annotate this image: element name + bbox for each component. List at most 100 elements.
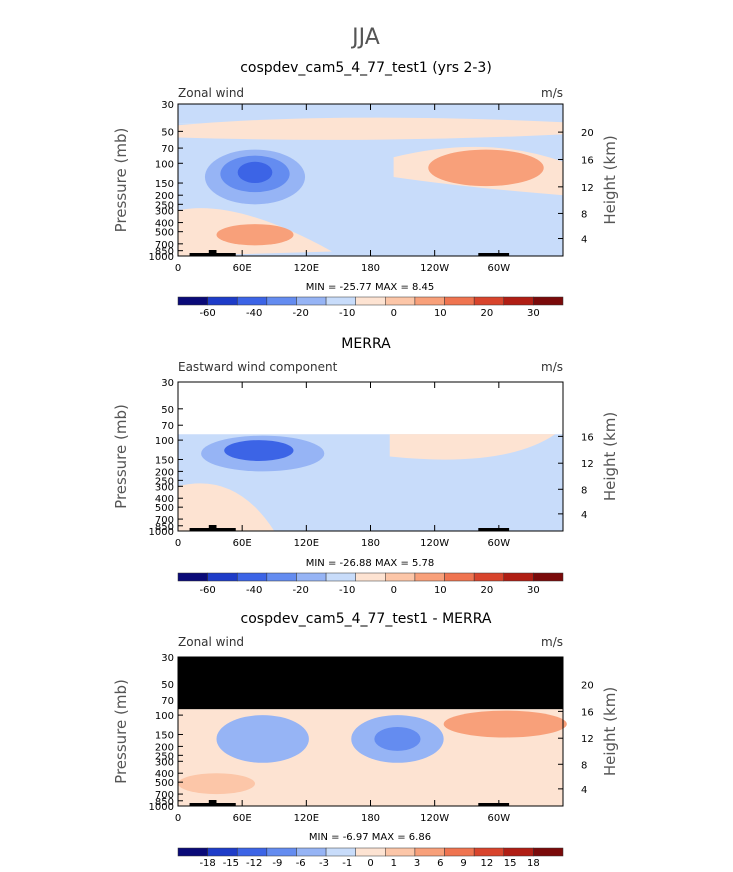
colorbar-cell — [296, 296, 327, 306]
pressure-tick-label: 100 — [155, 159, 174, 170]
min-max-stats: MIN = -25.77 MAX = 8.45 — [306, 282, 435, 293]
pressure-tick-label: 250 — [155, 200, 174, 211]
pressure-tick-label: 300 — [155, 757, 174, 768]
colorbar-label: 20 — [480, 585, 493, 596]
colorbar-cell — [296, 572, 327, 582]
contour-positive — [178, 117, 563, 140]
y2-axis-title: Height (km) — [601, 412, 619, 501]
colorbar-label: -12 — [246, 858, 262, 869]
panel-title: cospdev_cam5_4_77_test1 - MERRA — [241, 611, 492, 627]
colorbar-cell — [355, 572, 386, 582]
min-max-stats: MIN = -6.97 MAX = 6.86 — [309, 832, 431, 843]
colorbar-cell — [414, 572, 445, 582]
colorbar-cell — [207, 296, 238, 306]
pressure-tick-label: 300 — [155, 206, 174, 217]
pressure-tick-label: 30 — [161, 378, 174, 389]
colorbar-cell — [236, 296, 268, 306]
colorbar-cell — [355, 847, 386, 857]
pressure-tick-label: 400 — [155, 494, 174, 505]
colorbar-label: 10 — [434, 308, 447, 319]
colorbar-label: 0 — [391, 308, 397, 319]
topography — [478, 528, 510, 531]
height-tick-label: 12 — [581, 734, 594, 745]
pressure-tick-label: 500 — [155, 228, 174, 239]
pressure-tick-label: 150 — [155, 179, 174, 190]
pressure-tick-label: 30 — [161, 100, 174, 111]
topography — [208, 800, 217, 806]
colorbar-cell — [414, 296, 445, 306]
colorbar-label: -10 — [339, 308, 355, 319]
height-tick-label: 20 — [581, 128, 594, 139]
colorbar-label: 6 — [437, 858, 443, 869]
colorbar-label: -40 — [246, 585, 262, 596]
panel-1 — [177, 103, 564, 306]
y-axis-title: Pressure (mb) — [112, 128, 130, 233]
colorbar-cell — [325, 847, 356, 857]
height-tick-label: 8 — [581, 760, 587, 771]
pressure-tick-label: 100 — [155, 711, 174, 722]
colorbar-label: -40 — [246, 308, 262, 319]
x-tick-label: 120W — [420, 538, 449, 549]
colorbar-label: 18 — [527, 858, 540, 869]
topography — [478, 253, 510, 256]
panel-2 — [177, 381, 564, 582]
colorbar-label: -60 — [199, 308, 215, 319]
x-tick-label: 180 — [361, 538, 380, 549]
height-tick-label: 12 — [581, 459, 594, 470]
height-tick-label: 4 — [581, 510, 587, 521]
panel-title: MERRA — [341, 336, 391, 352]
min-max-stats: MIN = -26.88 MAX = 5.78 — [306, 558, 435, 569]
height-tick-label: 8 — [581, 485, 587, 496]
pressure-tick-label: 70 — [161, 144, 174, 155]
colorbar-cell — [266, 572, 297, 582]
colorbar-label: -15 — [223, 858, 239, 869]
x-tick-label: 120E — [294, 813, 319, 824]
pressure-tick-label: 1000 — [149, 252, 174, 263]
missing-region — [178, 657, 563, 710]
height-tick-label: 8 — [581, 209, 587, 220]
colorbar-label: 12 — [480, 858, 493, 869]
colorbar-cell — [533, 296, 564, 306]
x-tick-label: 120E — [294, 538, 319, 549]
panel-3 — [177, 656, 567, 857]
pressure-tick-label: 50 — [161, 405, 174, 416]
missing-region — [178, 382, 563, 435]
pressure-tick-label: 850 — [155, 797, 174, 808]
pressure-tick-label: 400 — [155, 219, 174, 230]
colorbar-label: -6 — [296, 858, 306, 869]
colorbar-label: 9 — [460, 858, 466, 869]
pressure-tick-label: 50 — [161, 680, 174, 691]
contour-negative-min — [224, 440, 294, 461]
contour-positive — [216, 224, 294, 246]
contour-negative — [216, 715, 309, 763]
colorbar-cell — [444, 847, 475, 857]
panel-title: cospdev_cam5_4_77_test1 (yrs 2-3) — [240, 60, 492, 76]
x-tick-label: 120W — [420, 263, 449, 274]
pressure-tick-label: 700 — [155, 790, 174, 801]
colorbar-cell — [414, 847, 445, 857]
pressure-tick-label: 500 — [155, 503, 174, 514]
colorbar-cell — [236, 572, 268, 582]
pressure-tick-label: 100 — [155, 436, 174, 447]
height-tick-label: 12 — [581, 183, 594, 194]
colorbar-label: 0 — [391, 585, 397, 596]
colorbar-cell — [177, 296, 208, 306]
colorbar-cell — [473, 847, 505, 857]
colorbar-label: -60 — [199, 585, 215, 596]
pressure-tick-label: 850 — [155, 247, 174, 258]
colorbar-cell — [325, 572, 356, 582]
pressure-tick-label: 150 — [155, 730, 174, 741]
x-tick-label: 60E — [233, 813, 252, 824]
topography — [478, 803, 510, 806]
variable-label: Zonal wind — [178, 86, 244, 100]
colorbar-cell — [385, 847, 416, 857]
colorbar-cell — [325, 296, 356, 306]
pressure-tick-label: 70 — [161, 696, 174, 707]
pressure-tick-label: 500 — [155, 778, 174, 789]
height-tick-label: 16 — [581, 707, 594, 718]
figure-title: JJA — [350, 25, 380, 50]
pressure-tick-label: 250 — [155, 476, 174, 487]
colorbar-label: -3 — [319, 858, 329, 869]
contour-positive — [178, 483, 275, 531]
colorbar-cell — [236, 847, 268, 857]
